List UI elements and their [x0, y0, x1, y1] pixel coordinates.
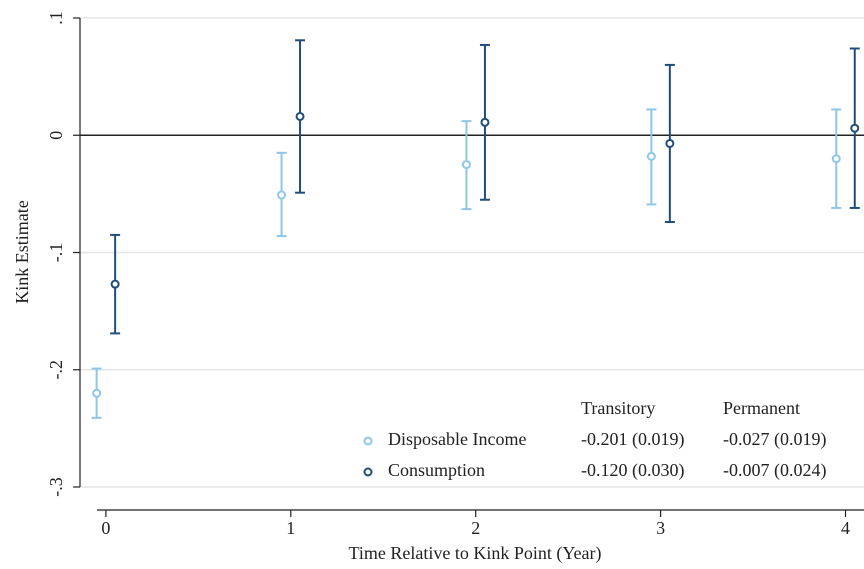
point: [831, 154, 841, 164]
legend-value: -0.201 (0.019): [581, 429, 684, 450]
legend-column-header: Transitory: [581, 398, 655, 418]
point: [850, 123, 860, 133]
point: [461, 160, 471, 170]
point: [480, 117, 490, 127]
point: [110, 279, 120, 289]
y-tick-label: -.2: [46, 360, 66, 380]
legend-label: Disposable Income: [388, 429, 526, 449]
legend-marker: [363, 436, 373, 446]
point: [92, 388, 102, 398]
x-tick-label: 2: [471, 518, 480, 538]
point: [277, 190, 287, 200]
y-tick-label: 0: [46, 131, 66, 140]
legend-value: -0.007 (0.024): [723, 460, 826, 481]
point: [646, 151, 656, 161]
point: [295, 111, 305, 121]
x-tick-label: 4: [841, 518, 850, 538]
legend-column-header: Permanent: [723, 398, 800, 418]
legend-value: -0.120 (0.030): [581, 460, 684, 481]
y-tick-label: -.1: [46, 243, 66, 263]
legend-value: -0.027 (0.019): [723, 429, 826, 450]
x-tick-label: 3: [656, 518, 665, 538]
legend-marker: [363, 467, 373, 477]
x-tick-label: 1: [286, 518, 295, 538]
x-tick-label: 0: [101, 518, 110, 538]
point: [665, 138, 675, 148]
y-tick-label: -.3: [46, 477, 66, 497]
y-axis-label: Kink Estimate: [12, 200, 32, 303]
legend-label: Consumption: [388, 460, 485, 480]
y-tick-label: .1: [46, 11, 66, 25]
x-axis-label: Time Relative to Kink Point (Year): [348, 543, 601, 564]
